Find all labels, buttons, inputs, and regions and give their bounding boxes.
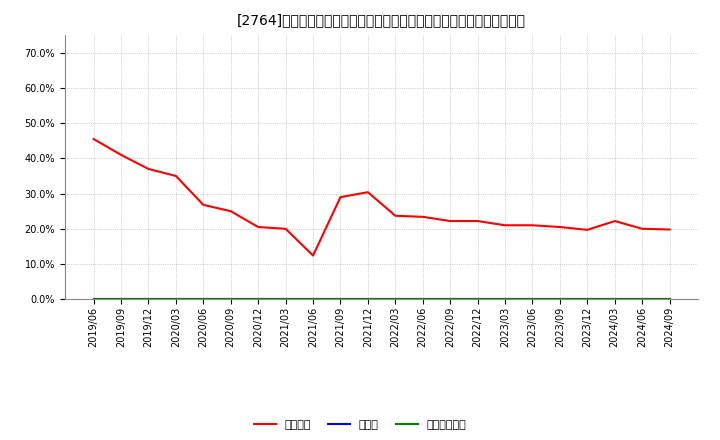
自己資本: [364, 190, 372, 195]
自己資本: [199, 202, 207, 208]
のれん: [638, 297, 647, 302]
繰延税金資産: [391, 297, 400, 302]
Title: [2764]　自己資本、のれん、繰延税金資産の総資産に対する比率の推移: [2764] 自己資本、のれん、繰延税金資産の総資産に対する比率の推移: [237, 13, 526, 27]
のれん: [171, 297, 180, 302]
のれん: [583, 297, 592, 302]
自己資本: [500, 223, 509, 228]
のれん: [418, 297, 427, 302]
繰延税金資産: [473, 297, 482, 302]
繰延税金資産: [364, 297, 372, 302]
自己資本: [336, 194, 345, 200]
のれん: [199, 297, 207, 302]
自己資本: [473, 218, 482, 224]
繰延税金資産: [171, 297, 180, 302]
のれん: [144, 297, 153, 302]
繰延税金資産: [309, 297, 318, 302]
のれん: [611, 297, 619, 302]
のれん: [665, 297, 674, 302]
のれん: [556, 297, 564, 302]
繰延税金資産: [665, 297, 674, 302]
のれん: [309, 297, 318, 302]
のれん: [446, 297, 454, 302]
自己資本: [556, 224, 564, 230]
のれん: [117, 297, 125, 302]
自己資本: [282, 226, 290, 231]
のれん: [364, 297, 372, 302]
のれん: [226, 297, 235, 302]
繰延税金資産: [418, 297, 427, 302]
自己資本: [171, 173, 180, 179]
自己資本: [226, 209, 235, 214]
のれん: [336, 297, 345, 302]
自己資本: [89, 136, 98, 142]
のれん: [391, 297, 400, 302]
のれん: [528, 297, 537, 302]
自己資本: [391, 213, 400, 218]
繰延税金資産: [556, 297, 564, 302]
のれん: [473, 297, 482, 302]
自己資本: [144, 166, 153, 172]
自己資本: [528, 223, 537, 228]
自己資本: [254, 224, 263, 230]
繰延税金資産: [446, 297, 454, 302]
自己資本: [418, 214, 427, 220]
繰延税金資産: [336, 297, 345, 302]
自己資本: [638, 226, 647, 231]
自己資本: [583, 227, 592, 232]
繰延税金資産: [89, 297, 98, 302]
自己資本: [446, 218, 454, 224]
繰延税金資産: [199, 297, 207, 302]
自己資本: [611, 218, 619, 224]
繰延税金資産: [500, 297, 509, 302]
自己資本: [665, 227, 674, 232]
のれん: [282, 297, 290, 302]
自己資本: [117, 152, 125, 158]
自己資本: [309, 253, 318, 258]
繰延税金資産: [638, 297, 647, 302]
繰延税金資産: [254, 297, 263, 302]
繰延税金資産: [282, 297, 290, 302]
繰延税金資産: [117, 297, 125, 302]
繰延税金資産: [583, 297, 592, 302]
繰延税金資産: [144, 297, 153, 302]
のれん: [89, 297, 98, 302]
のれん: [254, 297, 263, 302]
のれん: [500, 297, 509, 302]
Legend: 自己資本, のれん, 繰延税金資産: 自己資本, のれん, 繰延税金資産: [249, 415, 471, 434]
繰延税金資産: [611, 297, 619, 302]
Line: 自己資本: 自己資本: [94, 139, 670, 256]
繰延税金資産: [528, 297, 537, 302]
繰延税金資産: [226, 297, 235, 302]
